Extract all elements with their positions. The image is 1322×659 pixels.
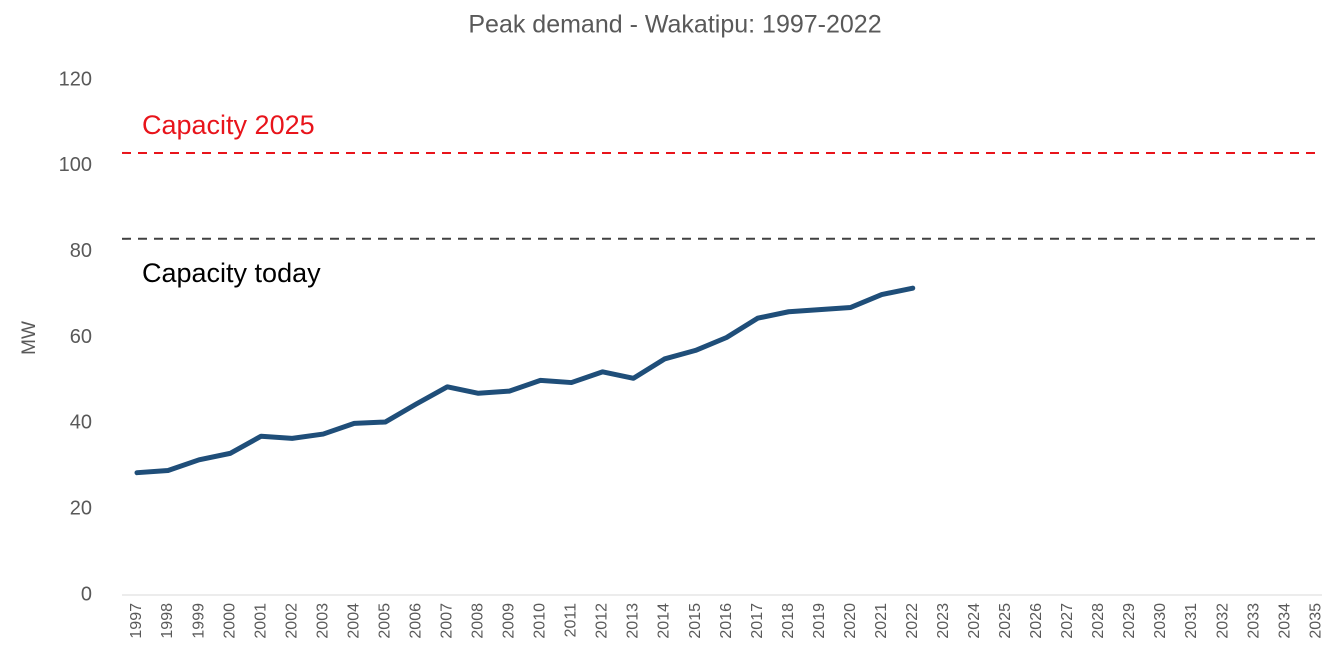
x-tick-label: 2015: [687, 603, 704, 639]
y-tick-label: 120: [59, 68, 92, 90]
x-tick-label: 2018: [780, 603, 797, 639]
x-tick-label: 2011: [563, 603, 580, 638]
x-tick-label: 2003: [314, 603, 331, 639]
x-tick-label: 2028: [1090, 603, 1107, 639]
x-tick-label: 2020: [842, 603, 859, 639]
x-tick-label: 2013: [625, 603, 642, 639]
reference-label: Capacity today: [142, 258, 321, 288]
x-tick-label: 2032: [1214, 603, 1231, 639]
x-tick-label: 2025: [997, 603, 1014, 639]
y-tick-label: 20: [70, 497, 92, 519]
data-line: [134, 285, 916, 476]
x-tick-label: 2002: [283, 603, 300, 639]
chart-title: Peak demand - Wakatipu: 1997-2022: [468, 11, 881, 39]
x-tick-label: 2008: [470, 603, 487, 639]
x-tick-label: 2026: [1028, 603, 1045, 639]
y-axis-label: MW: [19, 321, 40, 355]
x-tick-label: 2010: [532, 603, 549, 639]
x-tick-label: 2034: [1276, 603, 1293, 639]
x-tick-label: 2016: [718, 603, 735, 639]
x-tick-label: 2030: [1152, 603, 1169, 639]
x-tick-label: 1997: [128, 603, 145, 639]
y-tick-label: 100: [59, 154, 92, 176]
x-tick-label: 2004: [345, 603, 362, 639]
x-tick-label: 2019: [811, 603, 828, 639]
reference-label: Capacity 2025: [142, 110, 315, 140]
x-tick-label: 2005: [376, 603, 393, 639]
x-tick-label: 2029: [1121, 603, 1138, 639]
x-tick-label: 2033: [1245, 603, 1262, 639]
x-tick-label: 1998: [159, 603, 176, 639]
x-tick-label: 2021: [873, 603, 890, 639]
x-tick-label: 2012: [594, 603, 611, 639]
x-tick-label: 2000: [221, 603, 238, 639]
y-tick-label: 80: [70, 240, 92, 262]
x-tick-label: 2006: [407, 603, 424, 639]
x-tick-label: 2031: [1183, 603, 1200, 639]
x-tick-label: 2007: [439, 603, 456, 639]
y-tick-label: 60: [70, 326, 92, 348]
x-tick-label: 1999: [190, 603, 207, 639]
x-tick-label: 2017: [749, 603, 766, 639]
y-tick-label: 0: [81, 583, 92, 605]
x-tick-label: 2024: [966, 603, 983, 639]
x-tick-label: 2035: [1307, 603, 1322, 639]
x-tick-label: 2027: [1059, 603, 1076, 639]
x-tick-label: 2022: [904, 603, 921, 639]
x-tick-label: 2023: [935, 603, 952, 639]
y-tick-label: 40: [70, 412, 92, 434]
x-tick-label: 2014: [656, 603, 673, 639]
x-tick-label: 2009: [501, 603, 518, 639]
x-tick-label: 2001: [252, 603, 269, 639]
